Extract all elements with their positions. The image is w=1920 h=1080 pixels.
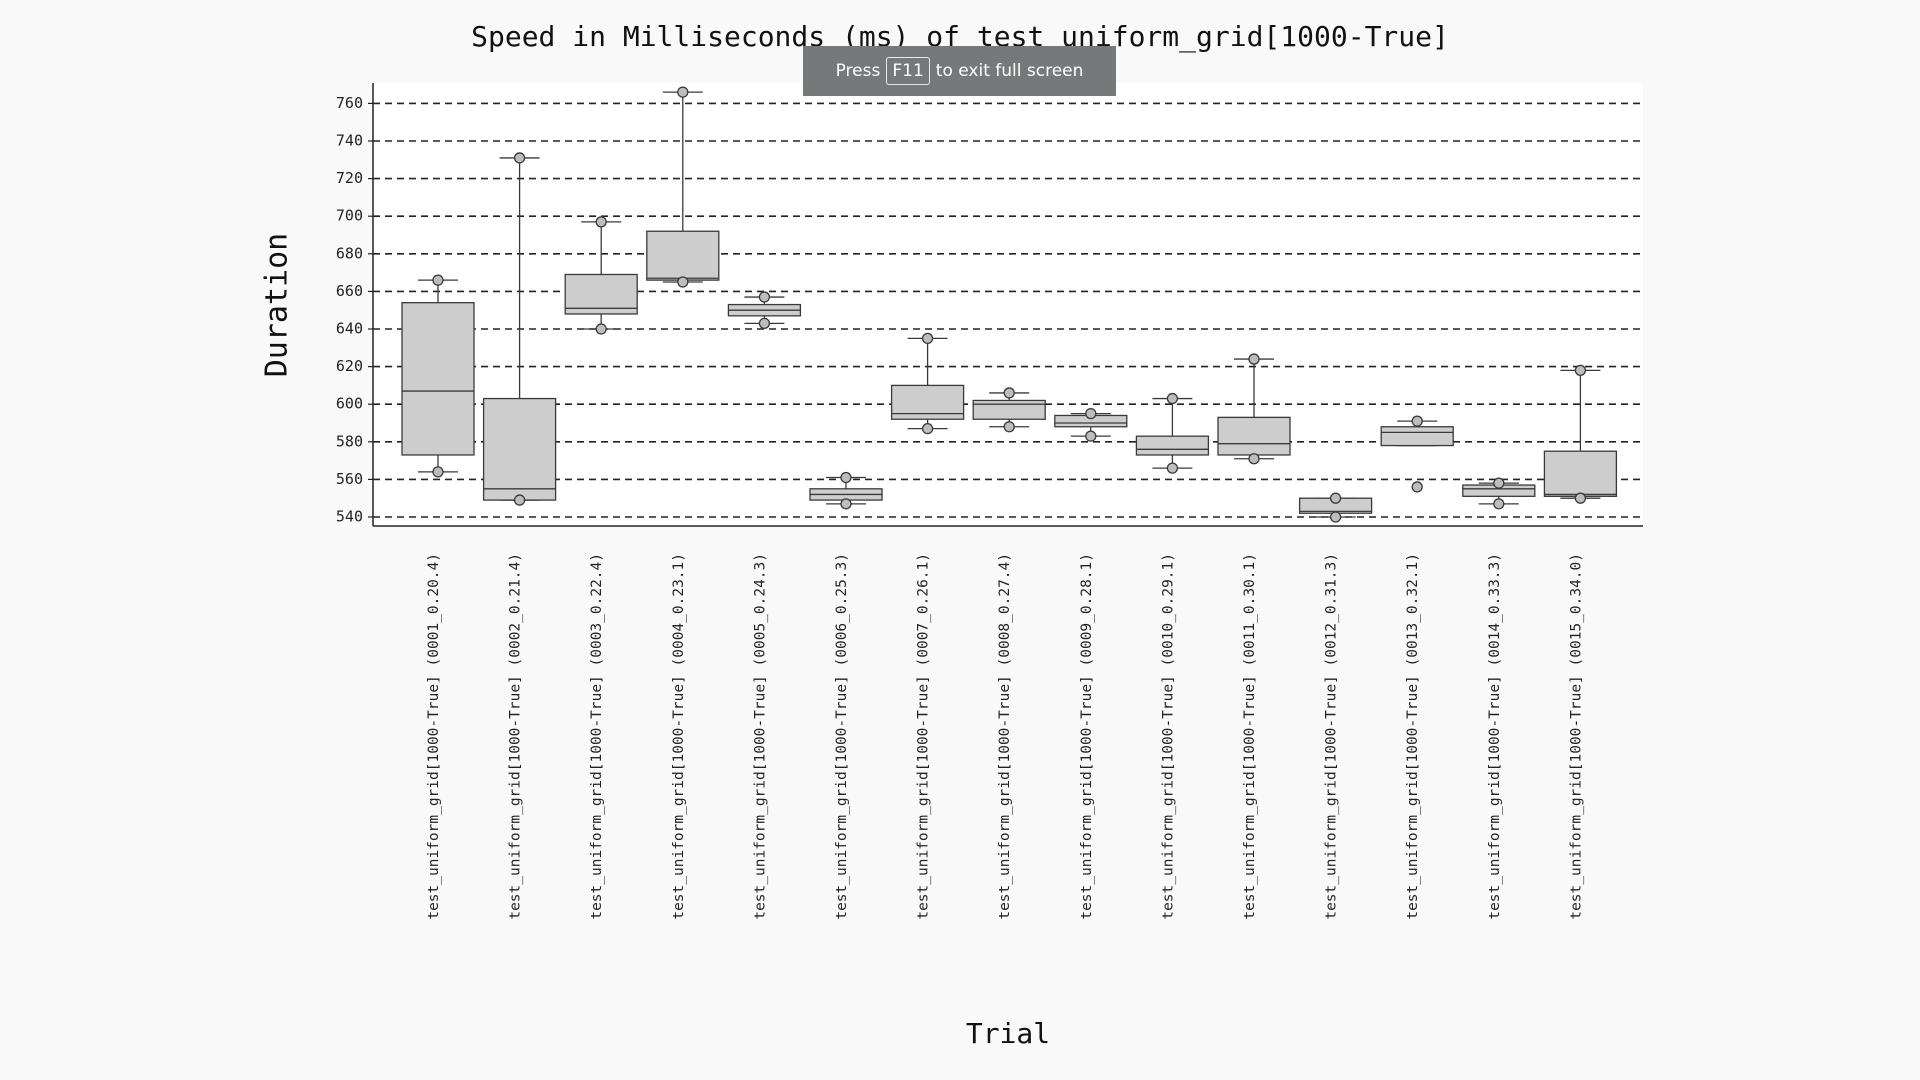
- box: [1380, 426, 1454, 447]
- data-point: [1166, 392, 1179, 405]
- box: [482, 397, 557, 501]
- fullscreen-exit-toast: Press F11 to exit full screen: [803, 46, 1116, 96]
- data-point: [1493, 477, 1505, 489]
- x-tick-label: test_uniform_grid[1000-True] (0014_0.33.…: [1487, 553, 1503, 920]
- y-tick-label: 600: [336, 395, 363, 413]
- y-tick-label: 740: [336, 132, 363, 150]
- data-point: [432, 274, 444, 286]
- data-point: [1574, 364, 1587, 377]
- data-point: [1411, 481, 1423, 493]
- data-point: [677, 86, 689, 98]
- data-point: [1248, 353, 1260, 365]
- x-tick-label: test_uniform_grid[1000-True] (0001_0.20.…: [426, 553, 442, 920]
- data-point: [1411, 415, 1423, 427]
- box: [1217, 416, 1291, 456]
- y-tick-label: 560: [336, 470, 363, 488]
- x-tick-label: test_uniform_grid[1000-True] (0012_0.31.…: [1324, 553, 1340, 920]
- data-point: [1003, 387, 1015, 399]
- box: [646, 230, 720, 281]
- data-point: [513, 494, 526, 506]
- y-axis-label: Duration: [260, 233, 295, 378]
- data-point: [595, 216, 607, 228]
- x-axis-label: Trial: [966, 1017, 1050, 1050]
- x-tick-label: test_uniform_grid[1000-True] (0009_0.28.…: [1079, 553, 1095, 920]
- data-point: [840, 498, 852, 510]
- y-tick-label: 640: [336, 320, 363, 338]
- data-point: [1166, 462, 1179, 474]
- y-tick-label: 580: [336, 432, 363, 450]
- data-point: [1085, 407, 1097, 420]
- data-point: [432, 466, 444, 478]
- data-point: [1574, 492, 1587, 504]
- y-tick-label: 760: [336, 94, 363, 112]
- data-point: [677, 276, 689, 288]
- x-tick-label: test_uniform_grid[1000-True] (0004_0.23.…: [671, 553, 687, 920]
- x-tick-label: test_uniform_grid[1000-True] (0015_0.34.…: [1568, 553, 1584, 920]
- x-tick-label: test_uniform_grid[1000-True] (0006_0.25.…: [834, 553, 850, 920]
- y-tick-label: 620: [336, 357, 363, 375]
- x-tick-label: test_uniform_grid[1000-True] (0003_0.22.…: [589, 553, 605, 920]
- data-point: [758, 291, 771, 303]
- x-tick-label: test_uniform_grid[1000-True] (0013_0.32.…: [1405, 553, 1421, 920]
- box: [972, 399, 1046, 420]
- x-tick-label: test_uniform_grid[1000-True] (0011_0.30.…: [1242, 553, 1258, 920]
- data-point: [1085, 430, 1097, 442]
- box: [1543, 450, 1618, 497]
- x-tick-label: test_uniform_grid[1000-True] (0005_0.24.…: [752, 553, 768, 920]
- data-point: [1248, 453, 1260, 465]
- data-point: [758, 317, 771, 330]
- y-tick-label: 660: [336, 282, 363, 300]
- box: [564, 273, 638, 315]
- data-point: [840, 471, 852, 484]
- x-tick-label: test_uniform_grid[1000-True] (0010_0.29.…: [1160, 553, 1176, 920]
- box: [1135, 435, 1210, 456]
- data-point: [921, 332, 934, 345]
- toast-text-after: to exit full screen: [935, 61, 1084, 81]
- data-point: [1329, 511, 1342, 523]
- data-point: [921, 422, 934, 435]
- data-point: [595, 323, 607, 335]
- data-point: [513, 152, 526, 164]
- x-tick-label: test_uniform_grid[1000-True] (0007_0.26.…: [916, 553, 932, 920]
- data-point: [1493, 498, 1505, 510]
- x-tick-label: test_uniform_grid[1000-True] (0008_0.27.…: [997, 553, 1013, 920]
- y-tick-label: 720: [336, 169, 363, 187]
- toast-text-before: Press: [835, 61, 881, 81]
- box: [401, 302, 475, 456]
- y-tick-label: 680: [336, 244, 363, 262]
- y-tick-label: 540: [336, 508, 363, 526]
- y-tick-label: 700: [336, 207, 363, 225]
- x-tick-label: test_uniform_grid[1000-True] (0002_0.21.…: [508, 553, 524, 920]
- data-point: [1003, 421, 1015, 433]
- data-point: [1329, 492, 1342, 504]
- plot-area: [373, 83, 1643, 526]
- f11-key-badge: F11: [886, 57, 930, 85]
